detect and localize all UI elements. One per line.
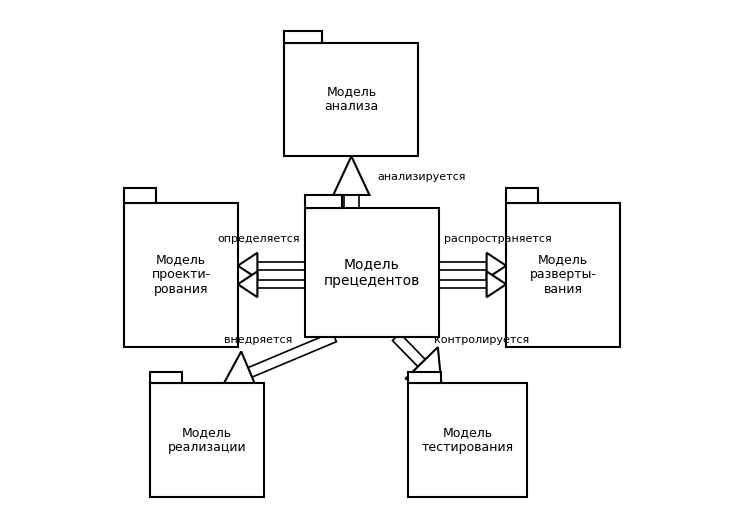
Polygon shape [257, 280, 305, 289]
Text: Модель
тестирования: Модель тестирования [421, 426, 513, 454]
Polygon shape [224, 351, 259, 393]
Bar [305, 208, 439, 337]
Bar [284, 31, 322, 43]
Polygon shape [238, 253, 257, 279]
Polygon shape [344, 195, 359, 208]
Bar [506, 188, 538, 203]
Bar [124, 188, 156, 203]
Bar [284, 43, 418, 156]
Text: Модель
анализа: Модель анализа [324, 86, 379, 114]
Polygon shape [238, 271, 257, 297]
Text: распространяется: распространяется [444, 234, 552, 244]
Polygon shape [439, 262, 487, 270]
Polygon shape [333, 156, 370, 195]
Text: Модель
разверты-
вания: Модель разверты- вания [530, 253, 597, 296]
Polygon shape [487, 253, 506, 279]
Polygon shape [439, 280, 487, 289]
Polygon shape [392, 333, 426, 366]
Bar [124, 203, 238, 347]
Text: анализируется: анализируется [377, 172, 466, 182]
Text: Модель
реализации: Модель реализации [167, 426, 246, 454]
Text: контролируется: контролируется [434, 335, 530, 345]
Polygon shape [257, 262, 305, 270]
Polygon shape [248, 332, 336, 377]
Bar [408, 384, 527, 497]
Polygon shape [405, 347, 441, 384]
Polygon shape [487, 271, 506, 297]
Bar [408, 372, 441, 384]
Bar [506, 203, 620, 347]
Text: внедряется: внедряется [224, 335, 292, 345]
Bar [305, 195, 342, 208]
Text: определяется: определяется [217, 234, 300, 244]
Text: Модель
проекти-
рования: Модель проекти- рования [152, 253, 211, 296]
Bar [150, 372, 182, 384]
Text: Модель
прецедентов: Модель прецедентов [324, 257, 420, 288]
Bar [150, 384, 263, 497]
